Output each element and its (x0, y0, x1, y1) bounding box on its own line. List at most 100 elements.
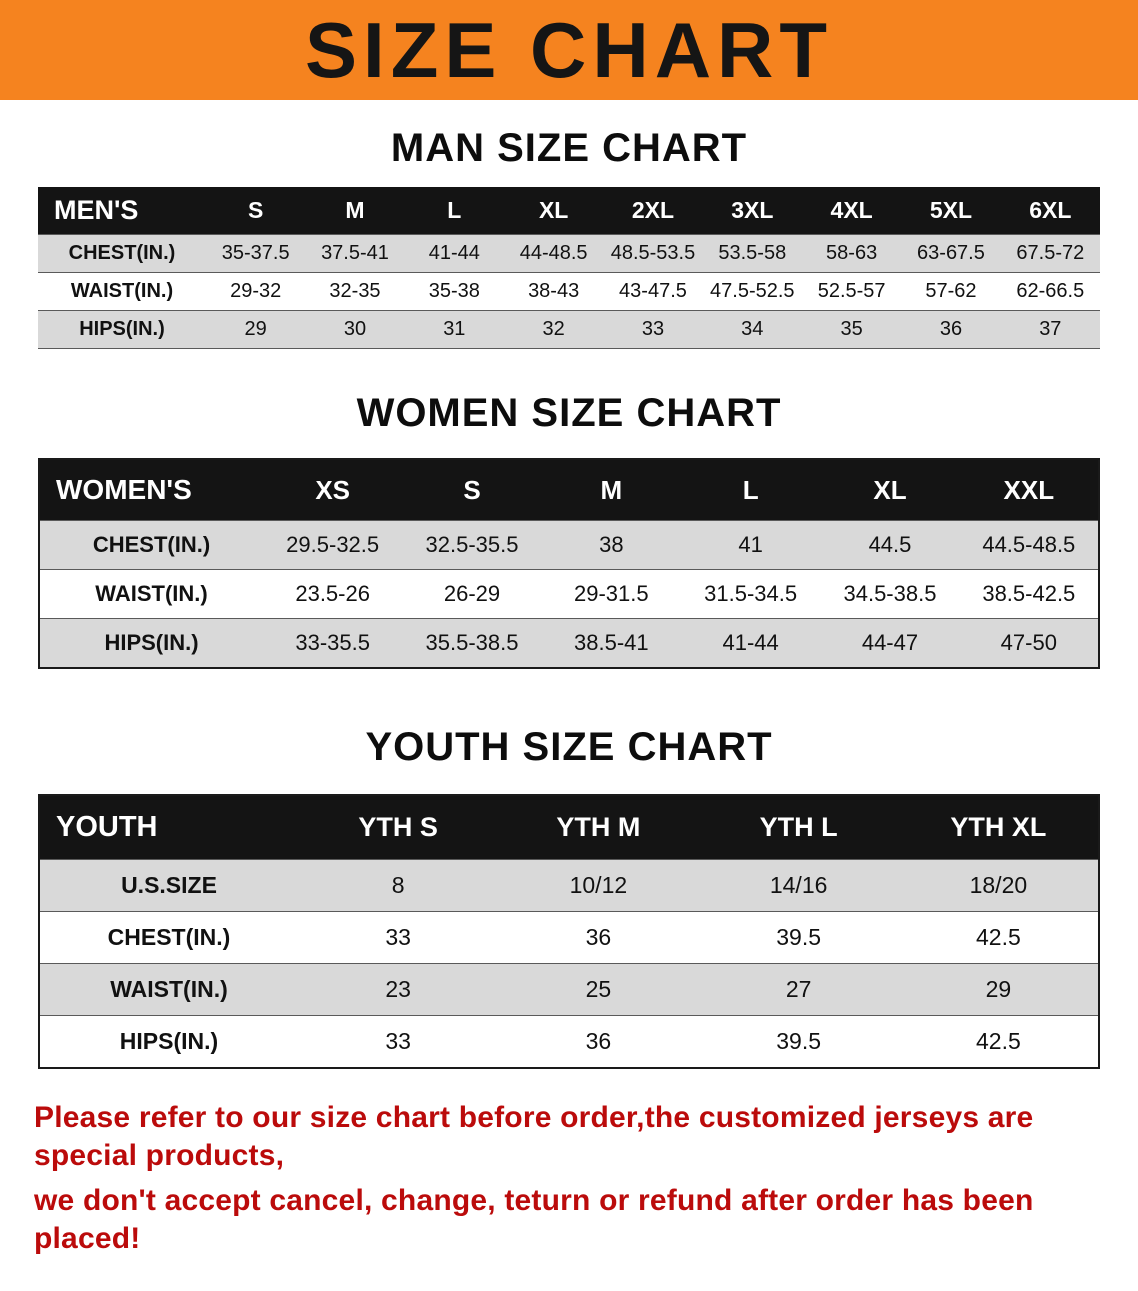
size-value-cell: 29.5-32.5 (263, 520, 403, 570)
size-value-cell: 33-35.5 (263, 618, 403, 668)
size-column-header: S (247, 197, 264, 223)
row-label: HIPS(IN.) (39, 1015, 298, 1068)
table-row: U.S.SIZE 8 10/12 14/16 18/20 (39, 859, 1099, 912)
table-header-row: MEN'S S M L XL 2XL 3XL 4XL 5XL 6XL (38, 187, 1100, 235)
size-column-header: M (600, 474, 623, 505)
row-label: U.S.SIZE (39, 859, 298, 912)
size-column-header: YTH L (759, 812, 838, 842)
row-label: WAIST(IN.) (38, 272, 206, 311)
size-value-cell: 23 (298, 963, 499, 1016)
size-column-header: 2XL (631, 197, 675, 223)
man-size-table: MEN'S S M L XL 2XL 3XL 4XL 5XL 6XL CHEST(IN.) 35-37… (38, 187, 1100, 349)
table-header-row: WOMEN'S XS S M L XL XXL (39, 459, 1099, 521)
youth-size-table: YOUTH YTH S YTH M YTH L YTH XL U.S.SIZE 8 10/12… (38, 794, 1100, 1069)
size-value-cell: 33 (298, 1015, 499, 1068)
row-label: WAIST(IN.) (39, 963, 298, 1016)
size-value-cell: 35-37.5 (206, 234, 306, 273)
size-value-cell: 14/16 (698, 859, 899, 912)
table-row: HIPS(IN.) 33 36 39.5 42.5 (39, 1015, 1099, 1068)
youth-size-section: YOUTH SIZE CHART YOUTH YTH S YTH M YTH L YTH… (0, 725, 1138, 1069)
size-value-cell: 29-32 (206, 272, 306, 311)
table-row: WAIST(IN.) 29-32 32-35 35-38 38-43 43-47.5 47.… (38, 272, 1100, 311)
size-value-cell: 35 (801, 310, 902, 349)
women-size-section: WOMEN SIZE CHART WOMEN'S XS S M L XL XXL CHEST(… (0, 391, 1138, 669)
size-value-cell: 32.5-35.5 (402, 520, 542, 570)
size-column-header: 3XL (731, 197, 774, 223)
size-value-cell: 44.5-48.5 (959, 520, 1099, 570)
size-column-header: S (463, 474, 481, 505)
table-row: CHEST(IN.) 29.5-32.5 32.5-35.5 38 41 44.5 44.5… (39, 520, 1099, 570)
size-column-header: YTH M (556, 812, 641, 842)
women-section-title: WOMEN SIZE CHART (356, 391, 782, 435)
size-value-cell: 35.5-38.5 (402, 618, 542, 668)
size-value-cell: 44.5 (820, 520, 960, 570)
row-label: CHEST(IN.) (39, 911, 298, 964)
size-value-cell: 37 (1000, 310, 1100, 349)
size-value-cell: 52.5-57 (801, 272, 902, 311)
size-value-cell: 41-44 (680, 618, 821, 668)
size-value-cell: 8 (298, 859, 499, 912)
size-value-cell: 29-31.5 (541, 569, 681, 619)
notice-line-1: Please refer to our size chart before or… (34, 1101, 1034, 1172)
table-title-cell: WOMEN'S (56, 474, 192, 505)
size-value-cell: 62-66.5 (1000, 272, 1100, 311)
size-value-cell: 47.5-52.5 (702, 272, 802, 311)
table-row: HIPS(IN.) 29 30 31 32 33 34 35 36 37 (38, 310, 1100, 349)
size-column-header: YTH XL (950, 812, 1047, 842)
women-size-table: WOMEN'S XS S M L XL XXL CHEST(IN.) 29.5-32.5 32.5… (38, 458, 1100, 669)
size-value-cell: 31.5-34.5 (680, 569, 821, 619)
size-value-cell: 41-44 (404, 234, 504, 273)
table-row: WAIST(IN.) 23 25 27 29 (39, 963, 1099, 1016)
size-column-header: 6XL (1029, 197, 1072, 223)
youth-section-title: YOUTH SIZE CHART (365, 725, 773, 769)
size-value-cell: 27 (698, 963, 899, 1016)
size-value-cell: 37.5-41 (305, 234, 405, 273)
size-column-header: XS (315, 474, 350, 505)
banner: SIZE CHART (0, 0, 1138, 100)
table-row: CHEST(IN.) 33 36 39.5 42.5 (39, 911, 1099, 964)
size-value-cell: 38-43 (503, 272, 604, 311)
table-row: CHEST(IN.) 35-37.5 37.5-41 41-44 44-48.5 48.5… (38, 234, 1100, 273)
size-column-header: XL (873, 474, 907, 505)
table-row: WAIST(IN.) 23.5-26 26-29 29-31.5 31.5-34.5 34… (39, 569, 1099, 619)
table-title-cell: MEN'S (54, 195, 139, 225)
size-value-cell: 38 (541, 520, 681, 570)
size-column-header: 4XL (830, 197, 873, 223)
size-value-cell: 67.5-72 (1000, 234, 1100, 273)
row-label: HIPS(IN.) (38, 310, 206, 349)
size-column-header: M (345, 197, 365, 223)
size-value-cell: 18/20 (898, 859, 1099, 912)
table-header-row: YOUTH YTH S YTH M YTH L YTH XL (39, 795, 1099, 860)
size-value-cell: 36 (498, 1015, 699, 1068)
size-value-cell: 25 (498, 963, 699, 1016)
man-section-title: MAN SIZE CHART (390, 126, 748, 170)
size-value-cell: 33 (603, 310, 703, 349)
size-value-cell: 44-48.5 (503, 234, 604, 273)
size-column-header: L (447, 197, 462, 223)
order-notice: Please refer to our size chart before or… (0, 1099, 1138, 1291)
size-value-cell: 29 (206, 310, 306, 349)
size-column-header: XXL (1003, 474, 1055, 505)
size-value-cell: 31 (404, 310, 504, 349)
table-title-cell: YOUTH (56, 811, 158, 843)
size-value-cell: 35-38 (404, 272, 504, 311)
size-value-cell: 29 (898, 963, 1099, 1016)
page-title: SIZE CHART (305, 5, 833, 94)
size-value-cell: 34 (702, 310, 802, 349)
size-value-cell: 53.5-58 (702, 234, 802, 273)
size-value-cell: 33 (298, 911, 499, 964)
size-value-cell: 39.5 (698, 911, 899, 964)
size-value-cell: 63-67.5 (901, 234, 1001, 273)
size-value-cell: 44-47 (820, 618, 960, 668)
size-value-cell: 42.5 (898, 911, 1099, 964)
size-value-cell: 36 (498, 911, 699, 964)
size-column-header: 5XL (929, 197, 973, 223)
size-value-cell: 32-35 (305, 272, 405, 311)
notice-line-2: we don't accept cancel, change, teturn o… (34, 1184, 1034, 1255)
size-value-cell: 34.5-38.5 (820, 569, 960, 619)
size-column-header: XL (538, 197, 569, 223)
row-label: CHEST(IN.) (38, 234, 206, 273)
size-value-cell: 42.5 (898, 1015, 1099, 1068)
size-value-cell: 57-62 (901, 272, 1001, 311)
size-value-cell: 41 (680, 520, 821, 570)
